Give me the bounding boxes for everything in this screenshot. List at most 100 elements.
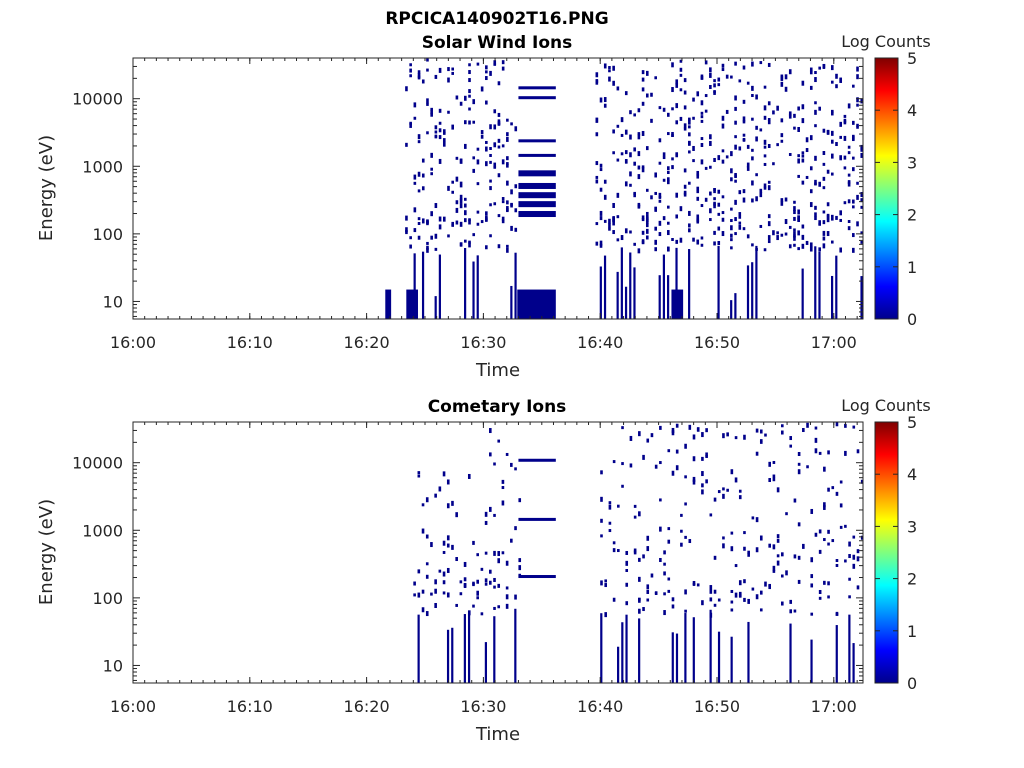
- heatmap-cell: [489, 452, 492, 457]
- heatmap-cell: [667, 177, 670, 182]
- heatmap-cell: [743, 597, 746, 602]
- heatmap-cell: [616, 124, 620, 128]
- heatmap-cell: [459, 101, 463, 106]
- heatmap-band: [518, 211, 556, 218]
- heatmap-cell: [763, 154, 767, 158]
- heatmap-cell: [738, 580, 742, 586]
- heatmap-cell: [624, 159, 628, 164]
- heatmap-cell: [747, 550, 750, 554]
- x-axis: 16:00 16:10 16:20 16:30 16:40 16:50 17:00: [110, 422, 858, 716]
- heatmap-cell: [814, 437, 818, 443]
- colorbar-gradient: [875, 58, 898, 319]
- heatmap-streak: [476, 255, 479, 319]
- heatmap-cell: [772, 569, 776, 573]
- heatmap-cell: [780, 139, 784, 143]
- heatmap-cell: [713, 589, 717, 594]
- heatmap-cell: [797, 451, 801, 456]
- heatmap-cell: [484, 578, 488, 583]
- heatmap-cell: [518, 565, 522, 571]
- heatmap-cell: [793, 228, 796, 232]
- heatmap-cell: [801, 80, 805, 86]
- heatmap-cell: [797, 219, 800, 223]
- heatmap-cell: [603, 219, 607, 223]
- heatmap-cell: [802, 543, 805, 549]
- heatmap-cell: [847, 226, 851, 231]
- heatmap-band: [518, 575, 556, 579]
- heatmap-cell: [459, 181, 463, 185]
- heatmap-cell: [459, 592, 463, 596]
- heatmap-cell: [489, 186, 492, 191]
- heatmap-cell: [417, 189, 421, 193]
- heatmap-cell: [705, 428, 708, 433]
- heatmap-cell: [801, 151, 805, 155]
- heatmap-cell: [763, 115, 767, 120]
- heatmap-cell: [442, 471, 446, 477]
- heatmap-cell: [755, 517, 759, 523]
- heatmap-cell: [599, 210, 603, 216]
- heatmap-cell: [438, 108, 442, 113]
- heatmap-cell: [767, 62, 771, 67]
- x-tick-label: 16:10: [227, 333, 273, 352]
- heatmap-cell: [476, 579, 479, 584]
- x-tick-label: 16:20: [344, 697, 390, 716]
- heatmap-cell: [641, 167, 645, 173]
- heatmap-cell: [860, 198, 864, 203]
- y-tick-label: 10000: [72, 454, 123, 473]
- heatmap-cell: [625, 560, 629, 566]
- heatmap-band: [518, 182, 556, 189]
- heatmap-cell: [692, 434, 696, 440]
- heatmap-cell: [839, 210, 843, 216]
- heatmap-cell: [797, 462, 801, 466]
- heatmap-cell: [713, 603, 717, 607]
- heatmap-cell: [425, 534, 429, 539]
- heatmap-cell: [810, 583, 814, 588]
- heatmap-cell: [421, 589, 425, 594]
- heatmap-cell: [730, 469, 734, 475]
- heatmap-cell: [679, 88, 683, 92]
- heatmap-streak: [692, 617, 695, 683]
- heatmap-cell: [434, 588, 437, 594]
- heatmap-cell: [734, 199, 737, 205]
- colorbar-tick-label: 2: [907, 570, 917, 589]
- x-axis-label: Time: [475, 360, 520, 381]
- heatmap-band: [518, 201, 556, 208]
- heatmap-cell: [746, 162, 750, 168]
- heatmap-cell: [683, 192, 687, 197]
- heatmap-cell: [645, 216, 649, 222]
- heatmap-cell: [638, 576, 641, 582]
- heatmap-cell: [501, 159, 505, 165]
- heatmap-cell: [434, 203, 438, 209]
- heatmap-cell: [442, 129, 446, 134]
- heatmap-cell: [767, 101, 771, 106]
- heatmap-cell: [451, 223, 454, 227]
- heatmap-cell: [847, 199, 851, 204]
- heatmap-cell: [801, 158, 805, 163]
- heatmap-cell: [713, 83, 716, 88]
- y-axis-label: Energy (eV): [36, 135, 57, 241]
- heatmap-cell: [767, 221, 771, 227]
- heatmap-cell: [830, 65, 834, 71]
- heatmap-cell: [776, 534, 780, 539]
- heatmap-cell: [641, 70, 645, 75]
- heatmap-cell: [434, 579, 437, 585]
- heatmap-streak: [717, 245, 720, 319]
- heatmap-cell: [468, 70, 471, 75]
- heatmap-cell: [595, 175, 599, 179]
- heatmap-cell: [772, 474, 776, 478]
- heatmap-cell: [600, 534, 603, 538]
- heatmap-cell: [612, 129, 615, 134]
- heatmap-cell: [667, 205, 670, 209]
- heatmap-cell: [860, 146, 864, 152]
- heatmap-cell: [734, 477, 738, 483]
- heatmap-cell: [809, 135, 813, 141]
- heatmap-streak: [629, 252, 632, 319]
- heatmap-cell: [612, 80, 615, 86]
- heatmap-cell: [459, 242, 463, 247]
- heatmap-cell: [659, 557, 662, 562]
- heatmap-cell: [788, 244, 792, 249]
- heatmap-cell: [641, 130, 645, 136]
- heatmap-cell: [438, 135, 442, 140]
- heatmap-cell: [688, 117, 691, 121]
- heatmap-cell: [793, 113, 796, 118]
- heatmap-cell: [848, 595, 851, 599]
